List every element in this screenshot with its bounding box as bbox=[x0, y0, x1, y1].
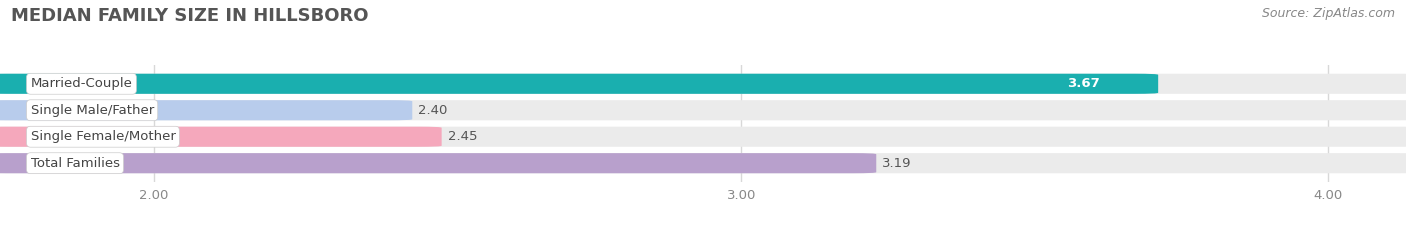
FancyBboxPatch shape bbox=[0, 74, 1159, 94]
Text: Married-Couple: Married-Couple bbox=[31, 77, 132, 90]
Text: MEDIAN FAMILY SIZE IN HILLSBORO: MEDIAN FAMILY SIZE IN HILLSBORO bbox=[11, 7, 368, 25]
Text: 3.19: 3.19 bbox=[882, 157, 911, 170]
FancyBboxPatch shape bbox=[0, 74, 1406, 94]
FancyBboxPatch shape bbox=[0, 127, 1406, 147]
Text: Single Male/Father: Single Male/Father bbox=[31, 104, 153, 117]
FancyBboxPatch shape bbox=[0, 100, 1406, 120]
Text: Source: ZipAtlas.com: Source: ZipAtlas.com bbox=[1261, 7, 1395, 20]
Text: Total Families: Total Families bbox=[31, 157, 120, 170]
Text: 2.45: 2.45 bbox=[447, 130, 477, 143]
FancyBboxPatch shape bbox=[0, 127, 441, 147]
FancyBboxPatch shape bbox=[0, 100, 412, 120]
Text: 2.40: 2.40 bbox=[418, 104, 447, 117]
Text: 3.67: 3.67 bbox=[1067, 77, 1099, 90]
FancyBboxPatch shape bbox=[0, 153, 1406, 173]
FancyBboxPatch shape bbox=[0, 153, 876, 173]
Text: Single Female/Mother: Single Female/Mother bbox=[31, 130, 176, 143]
